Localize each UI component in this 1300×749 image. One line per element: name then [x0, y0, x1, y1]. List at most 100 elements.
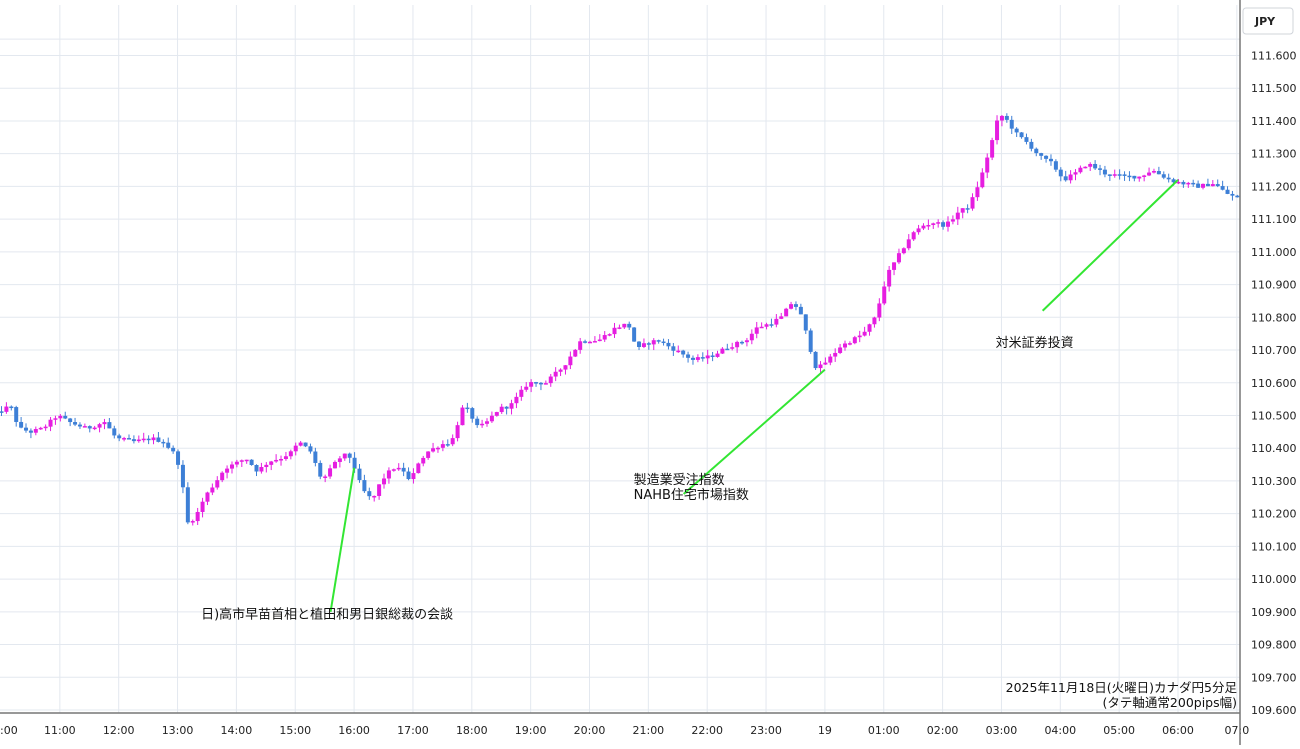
candle-body — [347, 453, 352, 458]
candle — [151, 434, 156, 445]
candle-body — [1225, 189, 1230, 194]
candle-body — [283, 456, 288, 460]
candle — [396, 463, 401, 471]
x-tick-label: 19 — [818, 724, 832, 737]
candle — [68, 417, 73, 427]
candle — [485, 418, 490, 427]
x-tick-label: 15:00 — [279, 724, 311, 737]
candle — [77, 422, 82, 429]
candle-body — [450, 438, 455, 445]
candle — [234, 459, 239, 468]
candle — [342, 453, 347, 461]
candle-body — [843, 343, 848, 348]
candle — [764, 322, 769, 330]
candle-body — [499, 406, 504, 413]
candle-body — [1073, 172, 1078, 175]
candle — [269, 460, 274, 471]
y-tick-label: 110.800 — [1251, 311, 1297, 324]
candle-body — [637, 341, 642, 348]
x-tick-label: 16:00 — [338, 724, 370, 737]
x-tick-label: 07:0 — [1224, 724, 1249, 737]
candle-body — [1034, 148, 1039, 154]
candle — [1122, 171, 1127, 181]
candle — [92, 425, 97, 431]
candle — [283, 451, 288, 461]
candle-body — [1161, 174, 1166, 178]
candle — [887, 265, 892, 292]
candle-body — [784, 308, 789, 317]
candle-body — [205, 492, 210, 502]
candle-body — [985, 157, 990, 173]
candle-body — [475, 418, 480, 426]
candle — [784, 307, 789, 317]
candle-body — [524, 386, 529, 390]
candle — [1029, 138, 1034, 152]
candle-body — [357, 468, 362, 481]
candle — [651, 338, 656, 351]
candle-body — [465, 407, 470, 410]
candle-body — [1048, 158, 1053, 162]
candle-body — [538, 382, 543, 385]
candle-body — [847, 343, 852, 345]
x-tick-label: 18:00 — [456, 724, 488, 737]
candle — [1009, 115, 1014, 135]
candle — [524, 382, 529, 392]
candle — [176, 449, 181, 470]
candle — [759, 322, 764, 329]
annotation-line — [1041, 179, 1179, 312]
candle-body — [1215, 184, 1220, 187]
candle-body — [872, 317, 877, 325]
candle — [0, 406, 4, 417]
candle — [445, 439, 450, 447]
candle-body — [612, 327, 617, 335]
candle — [367, 487, 372, 500]
candle-body — [965, 208, 970, 210]
candle-body — [352, 457, 357, 469]
y-tick-label: 111.600 — [1251, 50, 1297, 63]
candle-body — [867, 324, 872, 332]
candle-body — [249, 459, 254, 465]
x-tick-label: 06:00 — [1162, 724, 1194, 737]
candle-body — [234, 461, 239, 465]
candle — [1176, 179, 1181, 185]
candle — [1004, 113, 1009, 123]
candle — [386, 467, 391, 484]
candle — [131, 435, 136, 444]
candle — [828, 353, 833, 366]
candle — [607, 333, 612, 337]
candle-body — [1053, 161, 1058, 170]
candle-body — [254, 464, 259, 472]
candle-body — [141, 438, 146, 441]
candle — [1024, 133, 1029, 145]
x-tick-label: 23:00 — [750, 724, 782, 737]
candle-body — [563, 365, 568, 370]
candle-body — [735, 341, 740, 348]
candle — [676, 345, 681, 353]
candle-body — [1142, 175, 1147, 177]
y-tick-label: 110.300 — [1251, 475, 1297, 488]
candle — [941, 220, 946, 230]
candle — [1068, 170, 1073, 184]
candle-body — [926, 224, 931, 227]
candle — [126, 434, 131, 440]
candle-body — [38, 427, 43, 430]
candle-body — [1205, 183, 1210, 187]
candle — [931, 222, 936, 229]
candle — [225, 465, 230, 479]
x-tick-label: 04:00 — [1044, 724, 1076, 737]
y-tick-label: 110.000 — [1251, 573, 1297, 586]
candle — [789, 301, 794, 310]
candle — [798, 303, 803, 315]
grid-layer — [0, 5, 1240, 713]
y-tick-label: 110.400 — [1251, 442, 1297, 455]
candle — [1044, 155, 1049, 163]
candle-body — [901, 248, 906, 254]
candle — [1147, 167, 1152, 177]
candle — [1039, 152, 1044, 160]
candle — [1112, 169, 1117, 178]
candle-body — [220, 472, 225, 481]
candle-body — [730, 347, 735, 349]
candle-body — [553, 371, 558, 377]
